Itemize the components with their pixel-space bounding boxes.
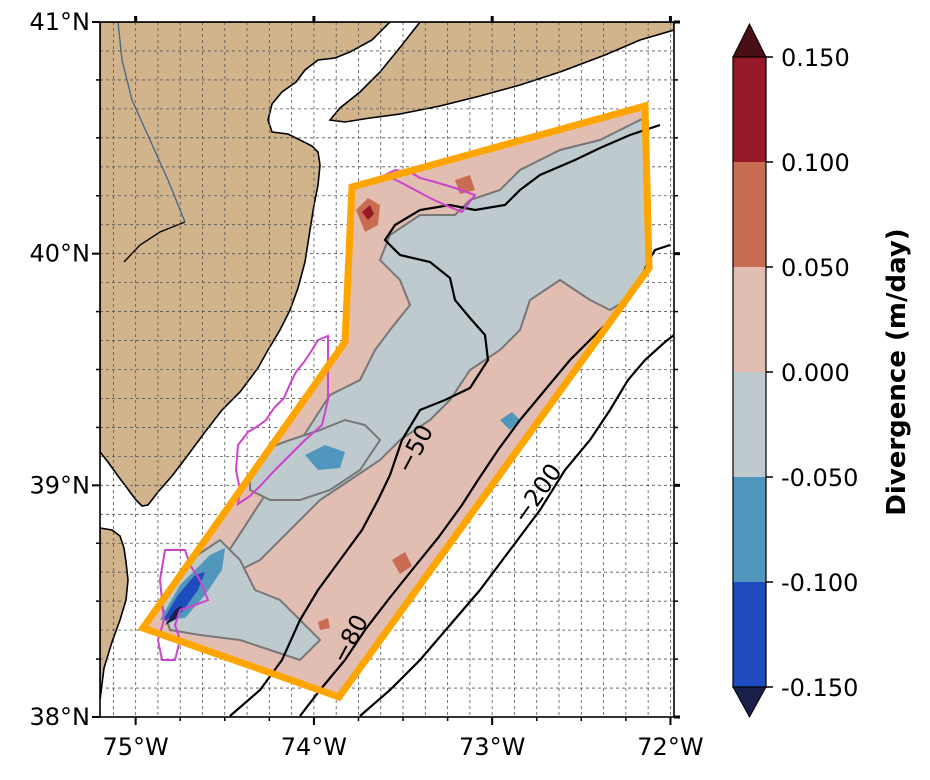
field-strong-positive-2 (362, 205, 374, 220)
colorbar-tick-label: 0.050 (781, 254, 850, 282)
land-new-jersey (100, 22, 392, 507)
isobath-200 (359, 334, 674, 717)
field-strong-positive-3 (392, 552, 412, 574)
axis-ticks: 75°W 74°W 73°W 72°W 41°N 40°N 39°N 38°N (30, 8, 704, 761)
lat-tick-label: 41°N (30, 8, 91, 36)
lon-tick-label: 75°W (103, 733, 169, 761)
lat-tick-label: 38°N (30, 703, 91, 731)
colorbar-segment (733, 372, 766, 477)
land-delaware (100, 527, 129, 701)
colorbar-tick-label: -0.100 (781, 569, 858, 597)
field-strong-negative-5 (500, 412, 520, 430)
colorbar-segment (733, 162, 766, 267)
colorbar-segment (733, 582, 766, 687)
land-long-island (328, 22, 674, 123)
isobath-50 (229, 123, 661, 717)
lease-area-south (156, 549, 210, 661)
field-strong-negative-4 (165, 605, 182, 625)
colorbar-segment (733, 477, 766, 582)
colorbar-tick-label: -0.150 (781, 674, 858, 702)
colorbar-tick-label: -0.050 (781, 464, 858, 492)
lat-tick-label: 40°N (30, 240, 91, 268)
colorbar-extend-min (732, 686, 767, 719)
colorbar: 0.150 0.100 0.050 0.000 -0.050 -0.100 -0.150 (732, 22, 858, 719)
domain-outline (137, 101, 653, 702)
colorbar-title: Divergence (m/day) (882, 228, 912, 515)
field-strong-negative-1 (305, 445, 345, 470)
lat-tick-label: 39°N (30, 471, 91, 499)
colorbar-segment (733, 267, 766, 372)
colorbar-tick-label: 0.100 (781, 149, 850, 177)
colorbar-tick-label: 0.000 (781, 359, 850, 387)
lease-area-central (234, 334, 329, 507)
lon-tick-label: 73°W (459, 733, 525, 761)
field-strong-negative-3 (162, 572, 205, 622)
field-strong-positive-5 (318, 618, 330, 630)
colorbar-extend-max (732, 22, 767, 58)
lon-tick-label: 74°W (281, 733, 347, 761)
lon-tick-label: 72°W (637, 733, 703, 761)
river-upper (117, 22, 186, 223)
colorbar-tick-label: 0.150 (781, 44, 850, 72)
colorbar-segment (733, 57, 766, 162)
